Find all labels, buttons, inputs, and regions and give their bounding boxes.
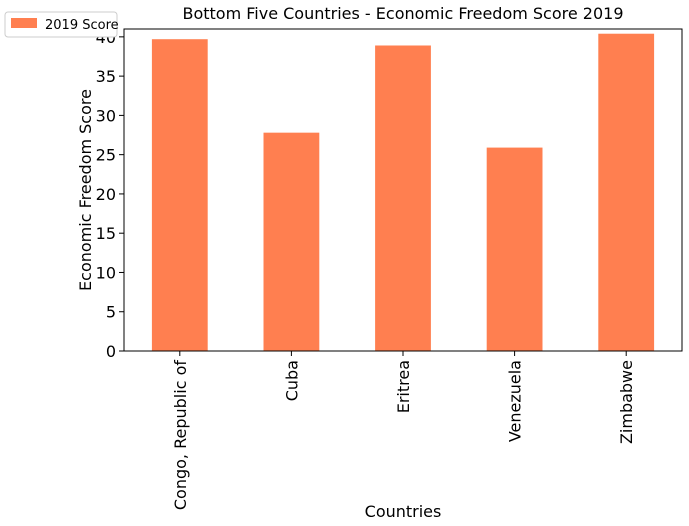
x-tick-label: Cuba xyxy=(282,360,301,401)
y-tick-label: 25 xyxy=(96,146,116,165)
y-tick-label: 20 xyxy=(96,185,116,204)
bar xyxy=(598,33,655,352)
y-tick-label: 5 xyxy=(106,303,116,322)
y-tick-label: 30 xyxy=(96,106,116,125)
bar xyxy=(263,132,320,351)
x-axis-title: Countries xyxy=(365,502,442,521)
chart-title: Bottom Five Countries - Economic Freedom… xyxy=(182,4,623,23)
x-tick-label: Zimbabwe xyxy=(617,360,636,444)
y-tick-label: 0 xyxy=(106,342,116,361)
y-axis-title: Economic Freedom Score xyxy=(76,89,95,291)
x-tick-label: Eritrea xyxy=(394,360,413,413)
x-axis: Congo, Republic of Cuba Eritrea Venezuela Zi… xyxy=(171,351,636,510)
bar xyxy=(375,45,431,352)
legend: 2019 Score xyxy=(4,11,119,38)
x-tick-label: Congo, Republic of xyxy=(171,360,190,510)
y-tick-label: 10 xyxy=(96,263,116,282)
x-tick-label: Venezuela xyxy=(506,360,525,442)
legend-swatch xyxy=(11,18,37,28)
plot-frame xyxy=(123,28,683,352)
bar xyxy=(151,39,208,352)
y-tick-label: 15 xyxy=(96,224,116,243)
bar-series xyxy=(151,33,655,352)
legend-label: 2019 Score xyxy=(45,18,119,33)
y-axis: 0510152025303540 xyxy=(96,28,124,361)
y-tick-label: 35 xyxy=(96,67,116,86)
bar xyxy=(486,147,543,351)
